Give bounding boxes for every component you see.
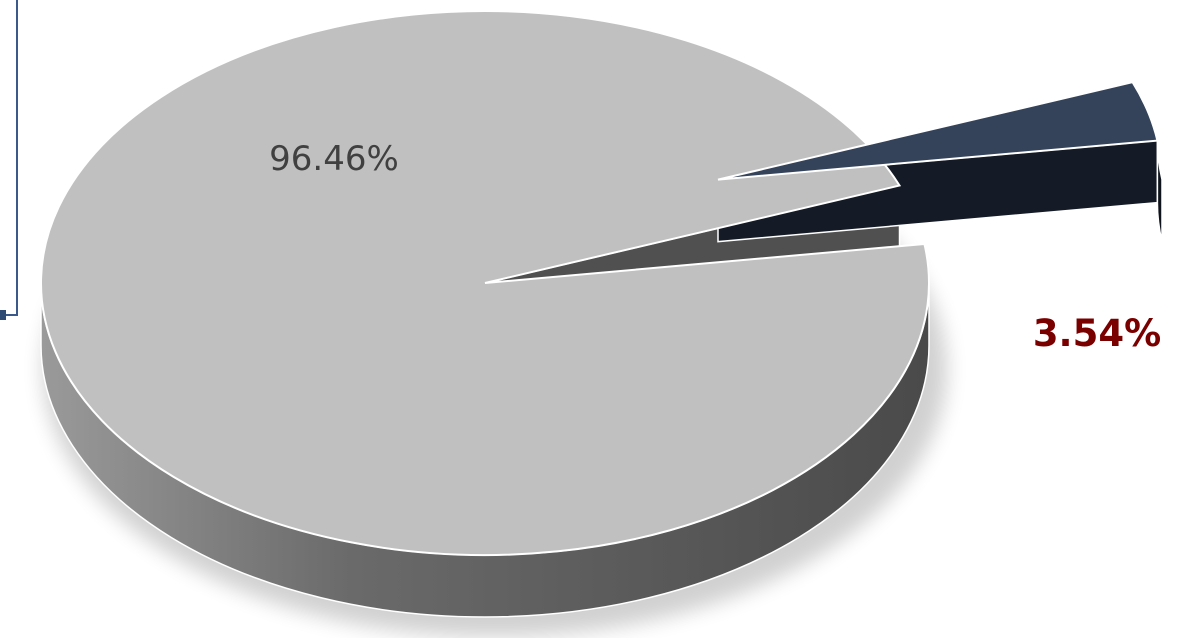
pie-slice-0 [40, 10, 930, 556]
pie-slice-1-side [1156, 140, 1163, 242]
data-label-slice-1: 3.54% [1033, 312, 1161, 355]
pie-slice-top [717, 81, 1159, 181]
pie-slice-1 [717, 81, 1159, 181]
chart-frame-corner [0, 310, 6, 320]
chart-frame-edge [16, 0, 18, 316]
pie-slice-top [40, 10, 930, 556]
chart-frame-edge [0, 314, 18, 316]
data-label-slice-0: 96.46% [269, 139, 399, 179]
